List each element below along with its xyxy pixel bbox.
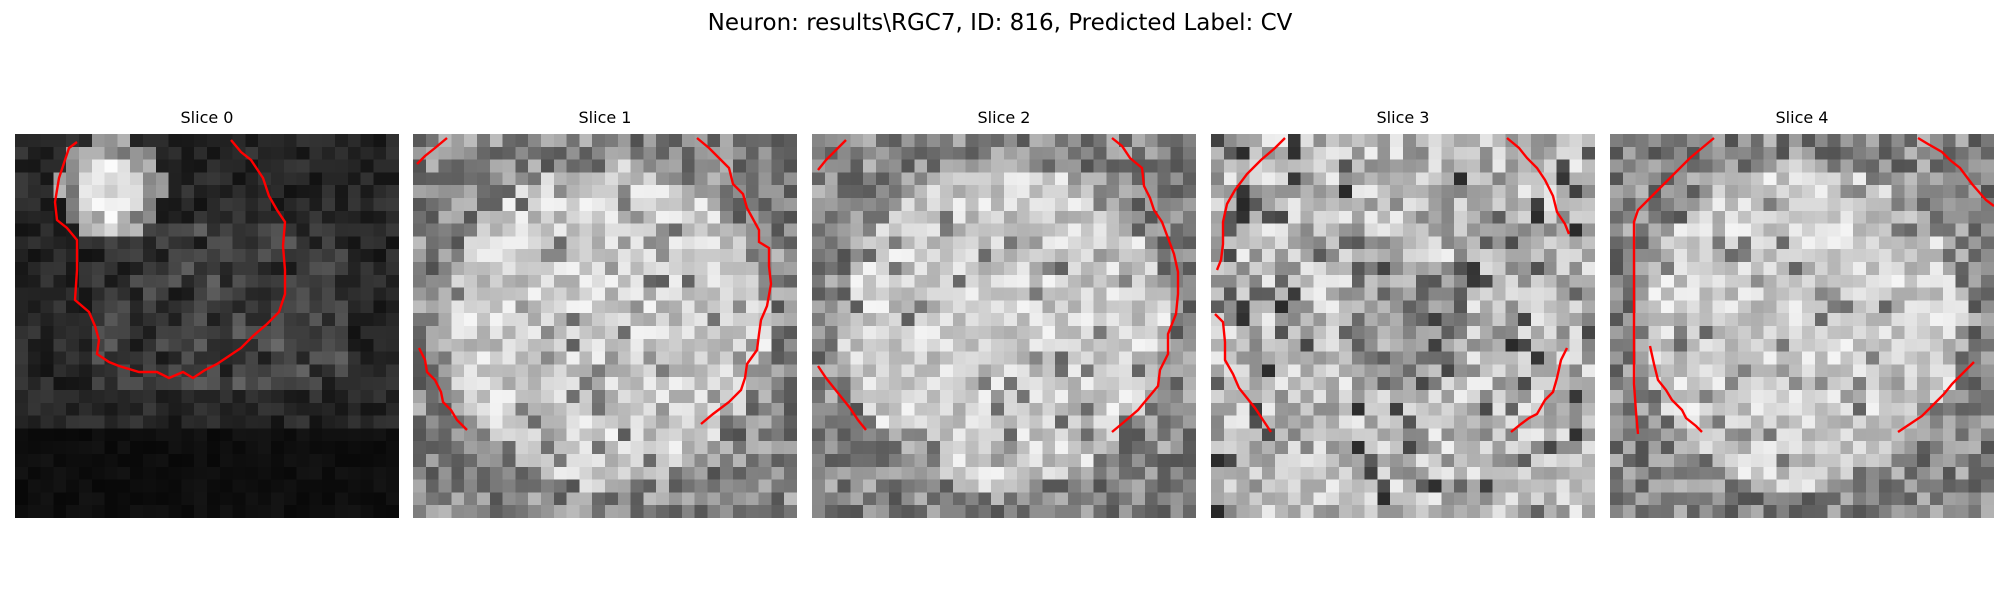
contour-line	[817, 365, 867, 431]
slice-panel: Slice 2	[812, 108, 1196, 520]
slice-title: Slice 3	[1376, 108, 1430, 127]
contour-line	[1506, 137, 1571, 235]
contour-line	[1632, 137, 1715, 435]
slice-panel: Slice 4	[1610, 108, 1994, 520]
contour-line	[1111, 137, 1180, 433]
figure-title: Neuron: results\RGC7, ID: 816, Predicted…	[707, 10, 1293, 36]
contour-line	[1510, 347, 1569, 433]
slice-title: Slice 4	[1775, 108, 1829, 127]
slice-image	[1211, 134, 1595, 518]
slice-panel: Slice 0	[15, 108, 399, 520]
slice-image	[15, 134, 399, 518]
slice-image	[812, 134, 1196, 518]
slice-title: Slice 2	[977, 108, 1031, 127]
contour-line	[417, 347, 468, 431]
contour-line	[696, 137, 773, 425]
contour-line	[1897, 361, 1975, 433]
slice-panel: Slice 1	[413, 108, 797, 520]
contour-line	[817, 139, 847, 171]
slice-image	[1610, 134, 1994, 518]
contour-line	[53, 139, 287, 380]
contour-line	[1917, 136, 1994, 207]
slice-title: Slice 1	[578, 108, 632, 127]
contour-line	[1214, 313, 1272, 433]
contour-line	[1648, 345, 1703, 433]
contour-line	[416, 137, 448, 165]
slice-image	[413, 134, 797, 518]
slice-title: Slice 0	[180, 108, 234, 127]
slice-panel: Slice 3	[1211, 108, 1595, 520]
contour-line	[1215, 137, 1286, 271]
